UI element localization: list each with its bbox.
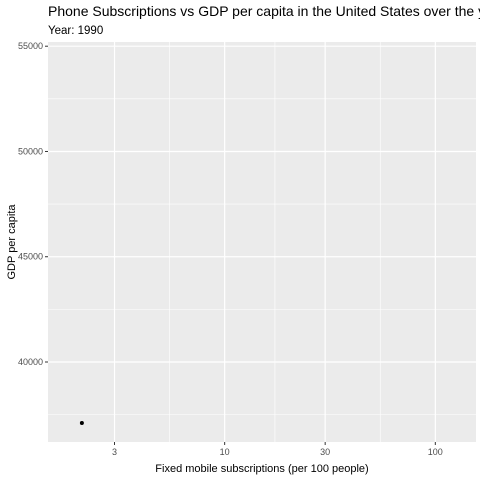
- x-axis-title: Fixed mobile subscriptions (per 100 peop…: [155, 463, 368, 475]
- data-points: [79, 421, 84, 426]
- y-axis-title: GDP per capita: [6, 204, 18, 280]
- y-tick-label: 45000: [18, 252, 43, 262]
- chart-title: Phone Subscriptions vs GDP per capita in…: [48, 3, 480, 19]
- panel-background: [48, 42, 476, 442]
- data-point: [79, 421, 84, 426]
- x-tick-label: 30: [320, 447, 330, 457]
- x-tick-label: 3: [112, 447, 117, 457]
- chart-subtitle: Year: 1990: [48, 25, 103, 37]
- grid-lines: [48, 42, 476, 442]
- plot-panel: [48, 42, 476, 442]
- y-tick-label: 55000: [18, 41, 43, 51]
- x-tick-label: 100: [428, 447, 443, 457]
- y-tick-label: 40000: [18, 357, 43, 367]
- y-axis: 40000 45000 50000 55000: [18, 41, 48, 367]
- y-tick-label: 50000: [18, 146, 43, 156]
- x-tick-label: 10: [220, 447, 230, 457]
- x-axis: 3 10 30 100: [112, 442, 443, 457]
